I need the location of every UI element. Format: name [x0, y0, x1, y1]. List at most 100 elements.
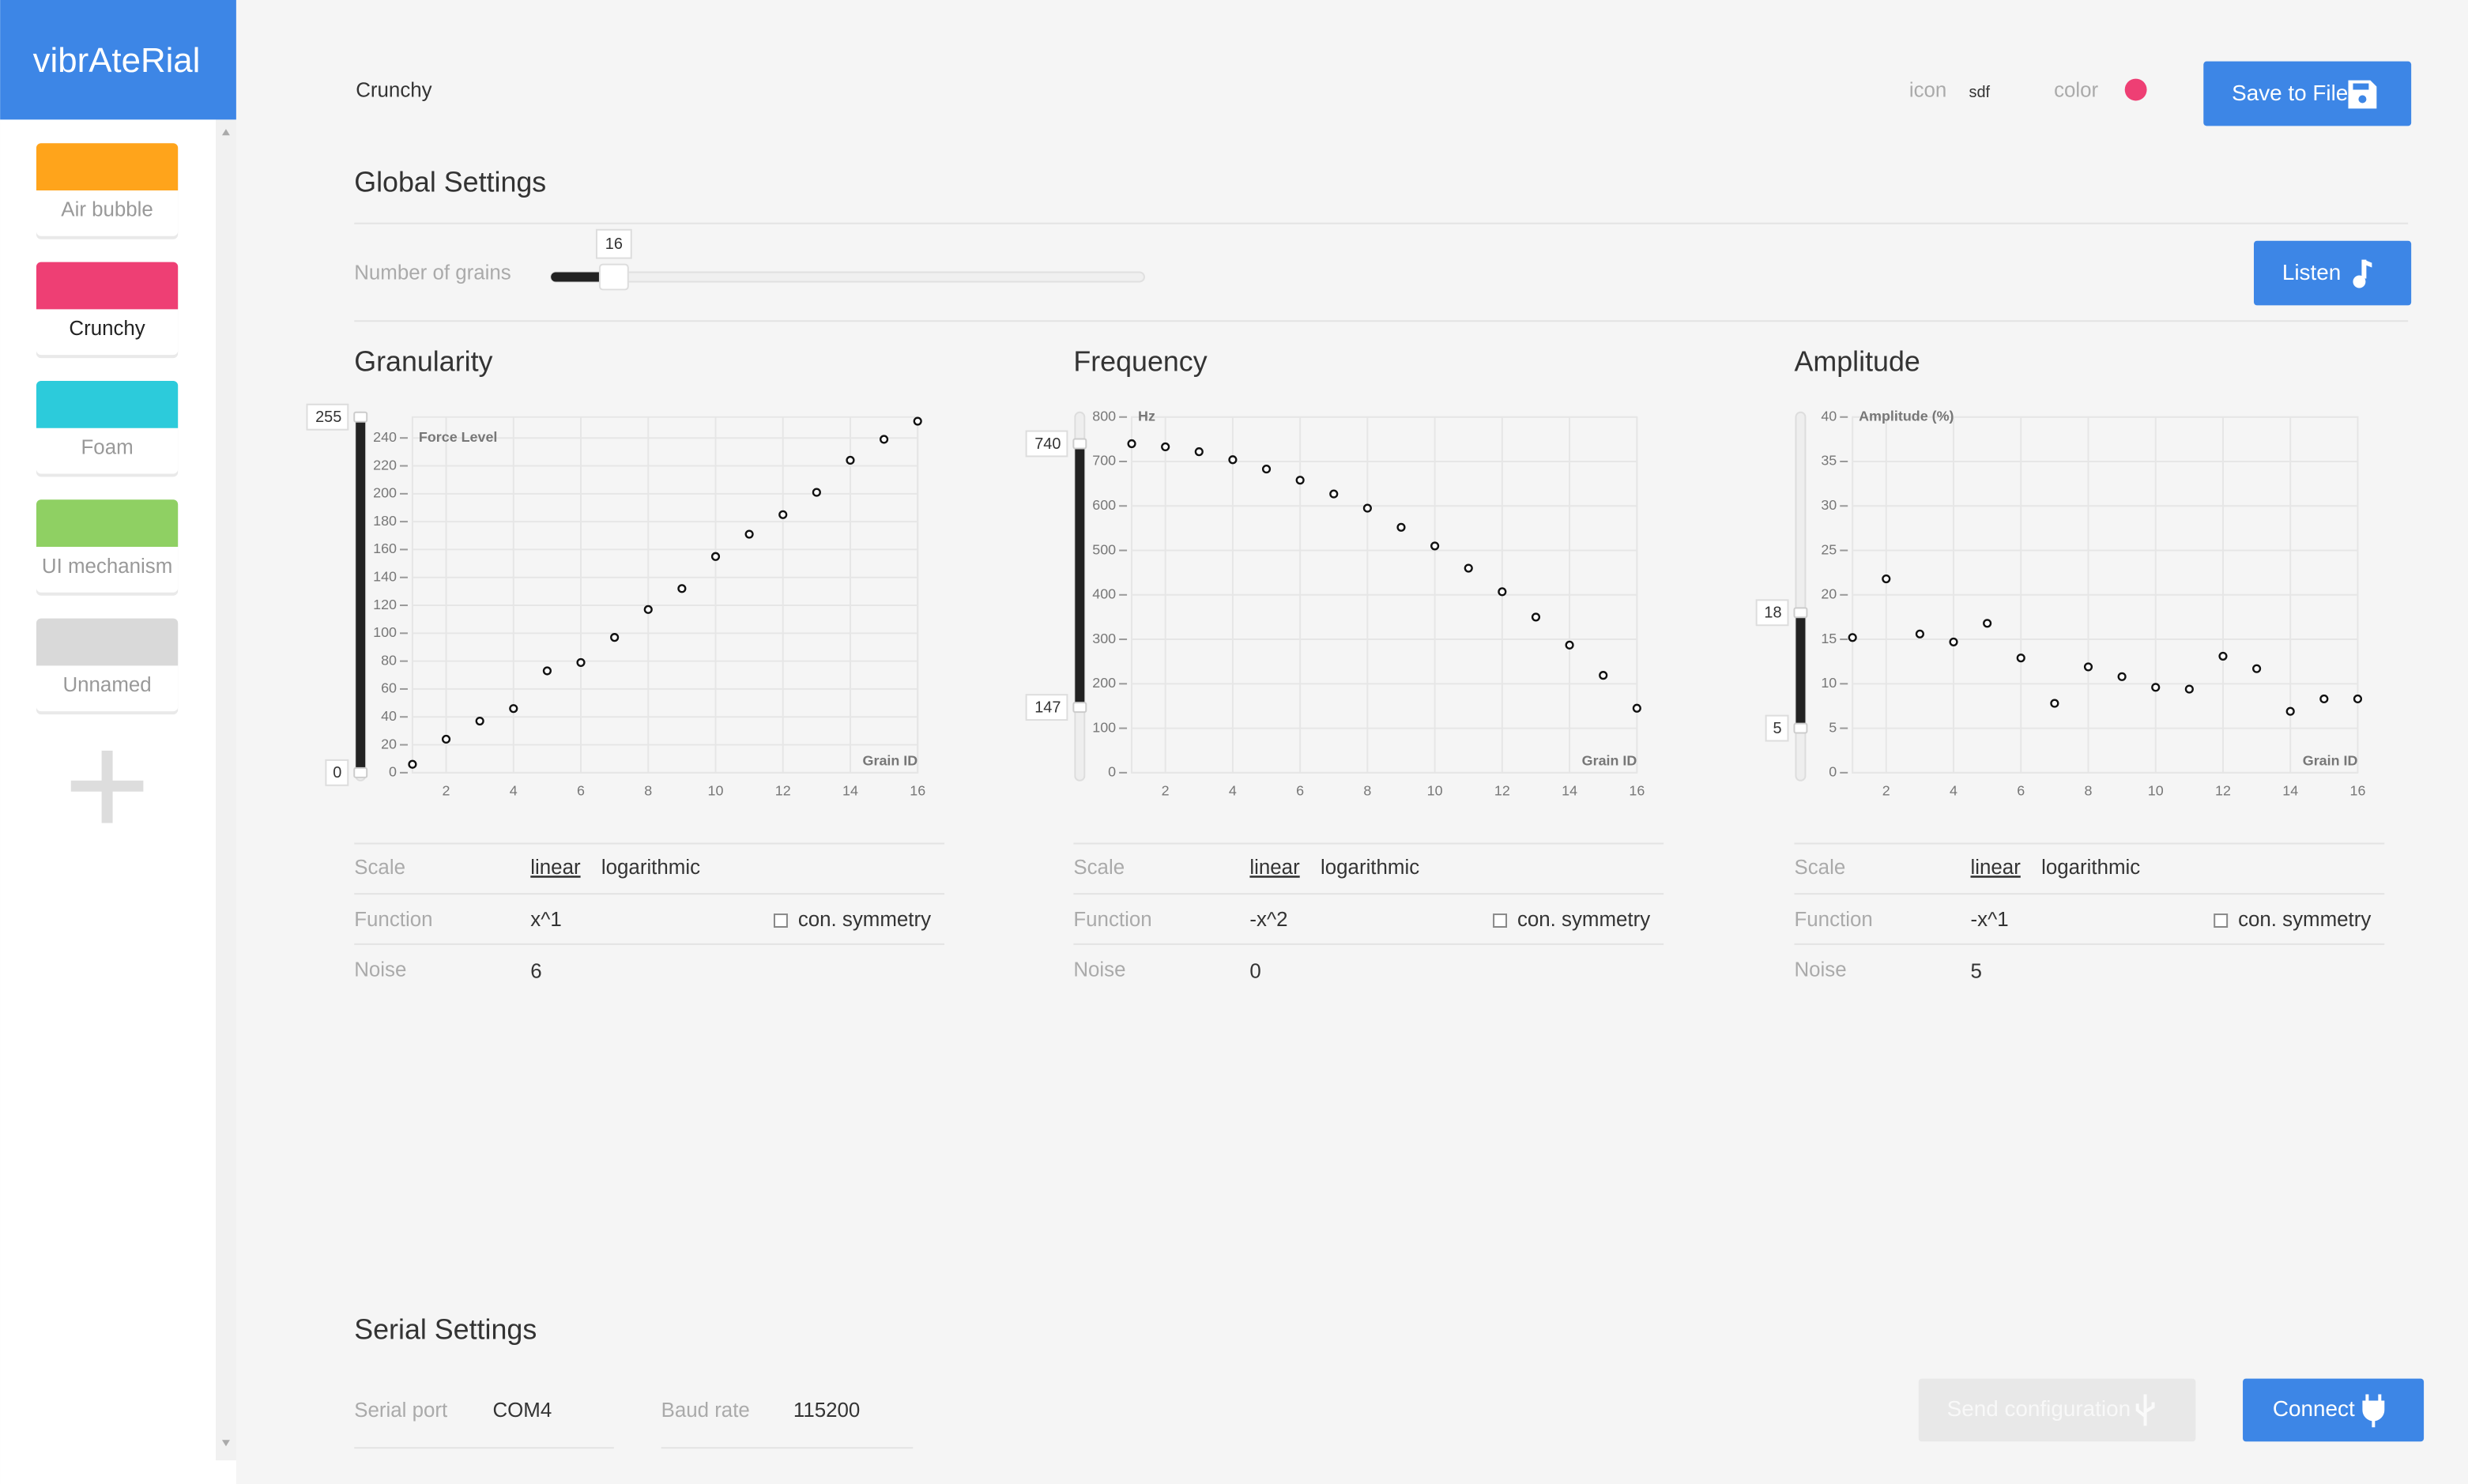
scroll-down[interactable]	[221, 1440, 230, 1447]
point	[441, 734, 451, 744]
y-tick-label: 240	[373, 429, 397, 445]
range-handle[interactable]	[353, 766, 368, 778]
scale-label: Scale	[1794, 857, 1845, 879]
y-tick-label: 40	[1821, 408, 1837, 424]
point	[1531, 612, 1541, 622]
y-tick-label: 0	[389, 764, 397, 780]
note-flag	[2364, 259, 2372, 268]
y-tick-label: 700	[1092, 453, 1116, 469]
scale-option[interactable]: logarithmic	[1321, 857, 1419, 879]
baud-value[interactable]: 115200	[793, 1399, 860, 1422]
button-bg	[2203, 61, 2412, 126]
noise-value[interactable]: 6	[530, 961, 541, 983]
y-tick-label: 220	[373, 457, 397, 473]
point	[1882, 574, 1891, 584]
point	[1983, 619, 1992, 628]
y-tick-label: 600	[1092, 497, 1116, 513]
slider-track[interactable]	[550, 271, 1145, 283]
connect-button[interactable]: Connect	[2243, 1378, 2425, 1442]
grains-value: 16	[605, 235, 623, 253]
y-tick-label: 140	[373, 568, 397, 584]
symmetry-label: con. symmetry	[798, 909, 931, 931]
color-swatch[interactable]	[2124, 78, 2147, 101]
checkbox[interactable]	[2214, 913, 2229, 928]
noise-label: Noise	[1073, 959, 1125, 981]
scale-option[interactable]: logarithmic	[601, 857, 700, 879]
card-color	[36, 618, 179, 666]
icon-value[interactable]: sdf	[1969, 84, 1991, 101]
send-button[interactable]: Send configuration	[1918, 1378, 2196, 1442]
material-card[interactable]: Crunchy	[36, 262, 179, 359]
scale-option[interactable]: linear	[1971, 857, 2021, 879]
scale-option[interactable]: logarithmic	[2041, 857, 2140, 879]
usb-icon	[2135, 1394, 2155, 1426]
y-tick-label: 80	[381, 652, 397, 668]
slider-knob[interactable]	[598, 263, 629, 291]
range-handle[interactable]	[1793, 722, 1808, 734]
section-title: Serial Settings	[354, 1313, 537, 1345]
section-title: Global Settings	[354, 166, 546, 198]
point	[778, 510, 788, 519]
point	[2151, 683, 2161, 692]
slider-fill	[551, 272, 614, 282]
material-card[interactable]: Unnamed	[36, 618, 179, 715]
material-card[interactable]: UI mechanism	[36, 499, 179, 596]
x-tick-label: 4	[1950, 782, 1957, 798]
range-handle[interactable]	[1072, 438, 1087, 450]
point	[1161, 442, 1170, 452]
function-value[interactable]: -x^2	[1249, 909, 1287, 931]
y-tick-label: 20	[381, 736, 397, 751]
range-handle[interactable]	[1072, 702, 1087, 714]
port-value[interactable]: COM4	[492, 1399, 552, 1422]
symmetry-label: con. symmetry	[2238, 909, 2371, 931]
point	[1228, 455, 1238, 465]
material-name: Air bubble	[61, 199, 153, 221]
noise-value[interactable]: 0	[1249, 961, 1260, 983]
button-label: Send configuration	[1947, 1396, 2131, 1421]
material-name: Foam	[81, 436, 134, 458]
listen-button[interactable]: Listen	[2254, 240, 2412, 306]
floppy-slot	[2353, 83, 2369, 90]
point	[1329, 489, 1339, 499]
x-tick-label: 8	[644, 782, 652, 798]
x-tick-label: 2	[443, 782, 450, 798]
grains-label: Number of grains	[354, 262, 511, 284]
y-tick-label: 180	[373, 513, 397, 529]
range-handle[interactable]	[1793, 607, 1808, 619]
scale-label: Scale	[354, 857, 405, 879]
noise-value[interactable]: 5	[1971, 961, 1982, 983]
x-tick-label: 12	[2215, 782, 2231, 798]
function-value[interactable]: -x^1	[1971, 909, 2009, 931]
range-value-box	[1755, 599, 1789, 627]
checkbox[interactable]	[1493, 913, 1508, 928]
save-button[interactable]: Save to File	[2203, 61, 2412, 126]
x-tick-label: 6	[1296, 782, 1304, 798]
card-color	[36, 143, 179, 190]
function-value[interactable]: x^1	[530, 909, 561, 931]
point	[542, 666, 552, 676]
range-value-box	[306, 403, 349, 431]
material-name: Crunchy	[69, 318, 145, 340]
point	[1498, 587, 1507, 597]
x-tick-label: 2	[1162, 782, 1170, 798]
add-material[interactable]	[70, 750, 144, 823]
scale-option[interactable]: linear	[530, 857, 581, 879]
scroll-up[interactable]	[221, 129, 230, 136]
range-handle[interactable]	[353, 411, 368, 423]
material-card[interactable]: Air bubble	[36, 143, 179, 239]
y-tick-label: 0	[1108, 764, 1116, 780]
point	[2319, 694, 2329, 704]
material-card[interactable]: Foam	[36, 380, 179, 477]
scale-option[interactable]: linear	[1249, 857, 1300, 879]
checkbox[interactable]	[773, 913, 788, 928]
slider-value-box	[595, 228, 632, 259]
x-tick-label: 16	[1629, 782, 1645, 798]
y-tick-label: 160	[373, 540, 397, 556]
point	[1430, 541, 1440, 551]
material-name: Unnamed	[62, 674, 151, 696]
x-tick-label: 8	[2085, 782, 2093, 798]
point	[2285, 706, 2295, 716]
